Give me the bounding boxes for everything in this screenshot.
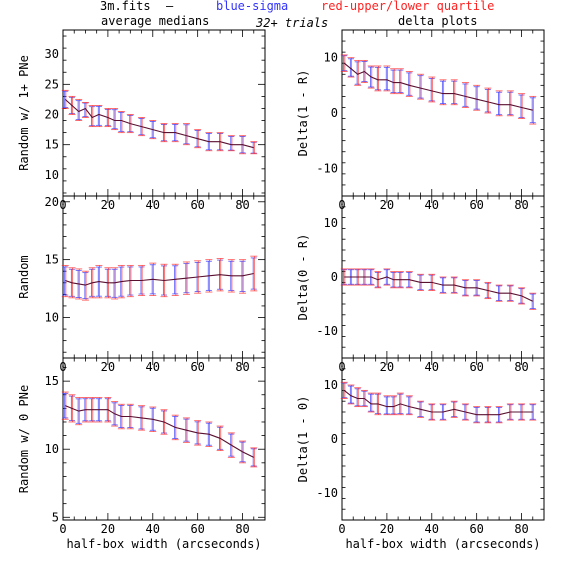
header-file: 3m.fits xyxy=(100,0,151,13)
y-tick-label: -10 xyxy=(316,324,338,338)
header-blue-sigma: blue-sigma xyxy=(216,0,289,13)
y-tick-label: 15 xyxy=(45,374,59,388)
y-tick-label: 0 xyxy=(331,270,338,284)
y-tick-label: 30 xyxy=(45,47,59,61)
y-tick-label: 10 xyxy=(45,311,59,325)
y-axis-label: Delta(1 - R) xyxy=(296,70,310,157)
y-tick-label: 10 xyxy=(45,168,59,182)
y-tick-label: 10 xyxy=(324,378,338,392)
x-tick-label: 40 xyxy=(425,522,439,536)
y-tick-label: 0 xyxy=(331,106,338,120)
x-tick-label: 40 xyxy=(146,360,160,374)
y-tick-label: 20 xyxy=(45,108,59,122)
x-tick-label: 60 xyxy=(190,522,204,536)
x-tick-label: 40 xyxy=(146,522,160,536)
x-tick-label: 80 xyxy=(514,522,528,536)
y-tick-label: -10 xyxy=(316,161,338,175)
header-dash: — xyxy=(166,0,174,13)
x-tick-label: 60 xyxy=(469,198,483,212)
header-trials: 32+ trials xyxy=(256,16,329,30)
y-tick-label: 0 xyxy=(331,432,338,446)
panel-frame xyxy=(341,357,545,521)
x-axis-label: half-box width (arcseconds) xyxy=(66,537,261,551)
y-tick-label: 5 xyxy=(52,510,59,524)
x-tick-label: 80 xyxy=(235,522,249,536)
header-red-quartile: red-upper/lower quartile xyxy=(321,0,495,13)
panel-frame xyxy=(62,29,266,197)
median-line xyxy=(343,389,533,416)
median-line xyxy=(344,276,534,302)
panel-frame xyxy=(341,29,545,197)
x-tick-label: 60 xyxy=(190,198,204,212)
median-line xyxy=(64,98,254,149)
x-tick-label: 40 xyxy=(425,198,439,212)
x-tick-label: 0 xyxy=(59,522,66,536)
y-tick-label: 20 xyxy=(45,195,59,209)
y-tick-label: 10 xyxy=(324,51,338,65)
x-tick-label: 60 xyxy=(469,360,483,374)
x-tick-label: 60 xyxy=(190,360,204,374)
y-tick-label: 15 xyxy=(45,253,59,267)
y-axis-label: Delta(0 - R) xyxy=(296,234,310,321)
x-tick-label: 80 xyxy=(235,360,249,374)
x-tick-label: 20 xyxy=(101,360,115,374)
panel-6: 0 20 40 60 80 -10 0 10 Delta(1 - 0) half-box widt… xyxy=(296,357,545,551)
x-tick-label: 40 xyxy=(146,198,160,212)
y-tick-label: -10 xyxy=(316,486,338,500)
y-axis-label: Random w/ 0 PNe xyxy=(17,385,31,493)
y-tick-label: 10 xyxy=(45,442,59,456)
x-tick-label: 80 xyxy=(514,360,528,374)
median-line xyxy=(64,405,255,458)
x-tick-label: 0 xyxy=(338,522,345,536)
y-tick-label: 10 xyxy=(324,216,338,230)
header-left-title: average medians xyxy=(101,14,210,28)
y-tick-label: 15 xyxy=(45,138,59,152)
median-line xyxy=(343,62,533,111)
x-axis-label: half-box width (arcseconds) xyxy=(345,537,540,551)
x-tick-label: 40 xyxy=(425,360,439,374)
y-axis-label: Random xyxy=(17,255,31,298)
x-tick-label: 20 xyxy=(380,522,394,536)
x-tick-label: 20 xyxy=(101,522,115,536)
x-tick-label: 20 xyxy=(380,198,394,212)
y-tick-label: 25 xyxy=(45,77,59,91)
header-right-title: delta plots xyxy=(398,14,478,28)
y-axis-label: Delta(1 - 0) xyxy=(296,396,310,483)
panel-frame xyxy=(62,357,266,521)
x-tick-label: 20 xyxy=(380,360,394,374)
x-tick-label: 60 xyxy=(469,522,483,536)
x-tick-label: 80 xyxy=(514,198,528,212)
panel-frame xyxy=(62,195,266,359)
median-line xyxy=(65,272,254,286)
panel-5: 0 20 40 60 80 5 10 15 Random w/ 0 PNe half-box wi… xyxy=(17,357,266,551)
x-tick-label: 20 xyxy=(101,198,115,212)
x-tick-label: 80 xyxy=(235,198,249,212)
y-axis-label: Random w/ 1+ PNe xyxy=(17,55,31,171)
